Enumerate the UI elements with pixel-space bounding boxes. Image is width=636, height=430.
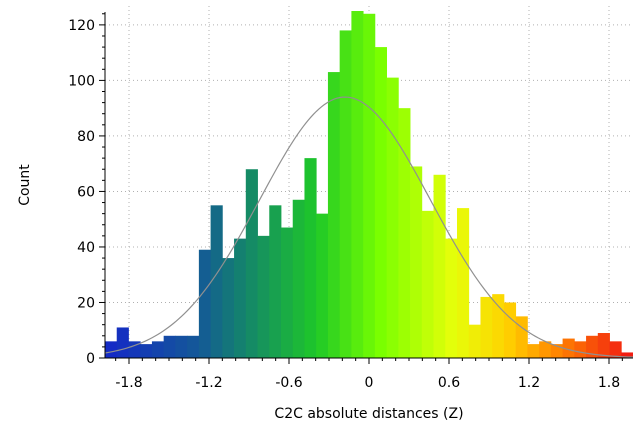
histogram-bar [574,341,587,358]
histogram-bar [609,341,622,358]
histogram-bar [515,316,528,358]
histogram-bar [210,205,223,358]
histogram-bar [316,213,329,358]
histogram-bar [597,333,610,358]
histogram-bar [386,77,399,358]
x-tick-label: 1.2 [518,375,540,391]
x-tick-label: 0 [365,375,374,391]
y-tick-label: 60 [77,184,95,200]
histogram-bar [586,335,599,358]
histogram-bar [539,341,552,358]
histogram-bar [410,166,423,358]
histogram-bar [527,344,540,358]
histogram-bar [163,335,176,358]
histogram-bar [492,294,505,358]
histogram-bar [281,227,294,358]
histogram-bar [245,169,258,358]
y-tick-label: 0 [86,351,95,367]
histogram-bars [105,11,633,358]
histogram-bar [198,249,211,358]
histogram-bar [222,258,235,358]
histogram-bar [503,302,517,358]
histogram-bar [140,344,153,358]
y-tick-label: 100 [68,73,95,89]
y-tick-label: 80 [77,129,95,145]
histogram-bar [480,296,493,358]
histogram-bar [128,341,141,358]
histogram-bar [445,238,458,358]
histogram-bar [304,158,317,358]
y-axis-ticks: 0 20 40 60 80 100 120 [68,13,105,367]
histogram-bar [621,352,633,358]
histogram-bar [327,72,341,358]
histogram-bar [363,13,376,358]
histogram-bar [421,210,434,358]
histogram-bar [433,174,446,358]
x-axis-title: C2C absolute distances (Z) [274,406,463,422]
histogram-bar [398,108,411,358]
x-tick-label: -0.6 [275,375,302,391]
histogram-bar [116,327,129,358]
histogram-bar [374,47,387,358]
gaussian-fit-curve [105,96,633,358]
x-tick-label: -1.2 [195,375,222,391]
histogram-bar [339,30,352,358]
histogram-bar [457,208,470,358]
histogram-bar [257,235,270,358]
histogram-bar [269,205,282,358]
histogram-bar [105,341,118,358]
x-tick-label: 0.6 [438,375,460,391]
y-tick-label: 40 [77,240,95,256]
y-axis-title: Count [17,164,33,206]
x-tick-label: -1.8 [115,375,142,391]
histogram-bar [175,335,188,358]
histogram-bar [351,11,364,358]
histogram-bar [562,338,575,358]
histogram-bar [187,335,200,358]
y-tick-label: 120 [68,18,95,34]
histogram-bar [234,238,247,358]
histogram-bar [292,199,305,358]
x-tick-label: 1.8 [598,375,620,391]
y-tick-label: 20 [77,295,95,311]
x-axis-ticks: -1.8 -1.2 -0.6 0 0.6 1.2 1.8 [115,358,623,391]
histogram-bar [151,341,165,358]
histogram-bar [468,324,481,358]
